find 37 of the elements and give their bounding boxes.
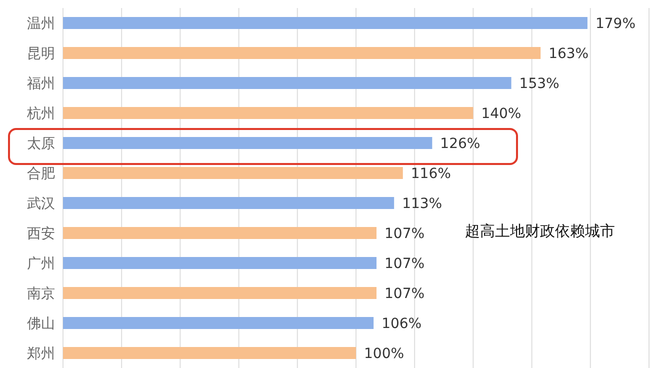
- y-tick-label: 太原: [27, 136, 55, 152]
- bar: [63, 17, 588, 29]
- data-label: 100%: [364, 346, 404, 362]
- data-label: 107%: [384, 286, 425, 302]
- y-tick-label: 郑州: [27, 346, 55, 362]
- data-label: 140%: [481, 106, 522, 122]
- bar: [63, 347, 356, 359]
- y-tick-label: 温州: [27, 16, 55, 32]
- bar: [63, 107, 474, 119]
- bar: [63, 47, 541, 59]
- y-tick-label: 西安: [27, 226, 55, 242]
- data-label: 107%: [384, 226, 425, 242]
- y-tick-label: 杭州: [26, 106, 55, 122]
- data-label: 113%: [402, 196, 442, 212]
- data-label: 116%: [410, 166, 451, 182]
- y-tick-label: 合肥: [27, 166, 55, 182]
- y-tick-label: 南京: [27, 286, 55, 302]
- bar: [63, 257, 377, 269]
- annotation: 超高土地财政依赖城市: [465, 222, 615, 241]
- data-label: 106%: [382, 316, 422, 332]
- y-tick-label: 广州: [27, 256, 55, 272]
- bar: [63, 227, 377, 239]
- bar: [63, 197, 394, 209]
- data-label: 163%: [548, 46, 589, 62]
- y-tick-label: 昆明: [27, 46, 55, 62]
- data-label: 126%: [440, 136, 480, 152]
- data-label: 107%: [384, 256, 425, 272]
- y-tick-label: 福州: [27, 76, 55, 92]
- y-tick-label: 佛山: [27, 316, 55, 332]
- bar: [63, 317, 374, 329]
- bar: [63, 77, 512, 89]
- bar: [63, 167, 403, 179]
- data-label: 179%: [595, 16, 636, 32]
- data-label: 153%: [519, 76, 560, 92]
- bar: [63, 287, 377, 299]
- bar: [63, 137, 432, 149]
- y-tick-label: 武汉: [27, 196, 55, 212]
